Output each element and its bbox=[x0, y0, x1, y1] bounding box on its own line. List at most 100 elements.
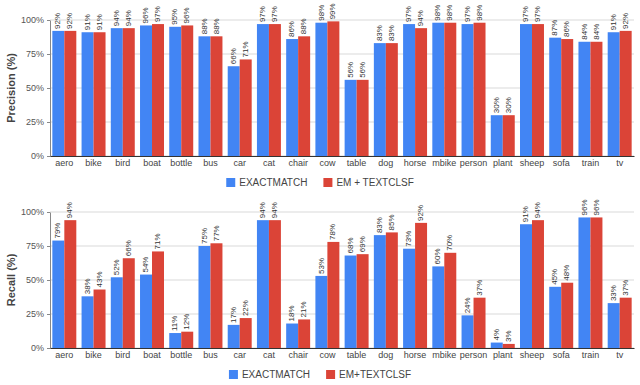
tick: mbike bbox=[432, 348, 456, 360]
bar bbox=[620, 298, 632, 348]
tick: train bbox=[582, 348, 600, 360]
tick-label: 100% bbox=[21, 15, 44, 25]
grid-line bbox=[50, 280, 634, 281]
data-label: 79% bbox=[53, 223, 62, 239]
data-label: 24% bbox=[463, 297, 472, 313]
tick-label: aero bbox=[55, 158, 73, 168]
bar bbox=[503, 115, 515, 156]
chart: 0%25%50%75%100%aerobikebirdboatbottlebus… bbox=[0, 0, 640, 192]
tick-label: 0% bbox=[31, 151, 44, 161]
data-label: 70% bbox=[445, 235, 454, 251]
bar bbox=[386, 232, 398, 348]
data-label: 88% bbox=[212, 18, 221, 34]
tick: bottle bbox=[170, 156, 192, 168]
bar bbox=[286, 324, 298, 348]
data-label: 96% bbox=[592, 199, 601, 215]
data-label: 94% bbox=[65, 202, 74, 218]
tick: chair bbox=[288, 156, 308, 168]
tick-label: sheep bbox=[520, 158, 545, 168]
data-label: 37% bbox=[475, 280, 484, 296]
tick: 25% bbox=[26, 117, 50, 127]
tick: cow bbox=[319, 156, 336, 168]
data-label: 91% bbox=[95, 14, 104, 30]
axis-line bbox=[51, 348, 635, 349]
tick: horse bbox=[404, 348, 427, 360]
tick: 100% bbox=[21, 207, 50, 217]
bar bbox=[491, 343, 503, 348]
data-label: 37% bbox=[621, 280, 630, 296]
tick: plant bbox=[493, 348, 513, 360]
bar bbox=[298, 319, 310, 348]
series bbox=[52, 217, 619, 348]
bar bbox=[520, 224, 532, 348]
grid-line bbox=[50, 54, 634, 55]
tick: bird bbox=[115, 348, 130, 360]
tick-label: 50% bbox=[26, 275, 44, 285]
bar bbox=[345, 80, 357, 156]
legend-label: EXACTMATCH bbox=[242, 369, 310, 380]
bar bbox=[327, 21, 339, 156]
legend-label: EM+TEXTCLSF bbox=[339, 369, 411, 380]
axis-title: Precision (%) bbox=[5, 53, 17, 123]
legend-item: EXACTMATCH bbox=[226, 177, 307, 188]
bar bbox=[403, 24, 415, 156]
tick-label: boat bbox=[143, 350, 161, 360]
data-label: 68% bbox=[346, 238, 355, 254]
data-label: 78% bbox=[328, 224, 337, 240]
bar bbox=[152, 24, 164, 156]
tick-label: train bbox=[582, 350, 600, 360]
data-label: 48% bbox=[562, 265, 571, 281]
bar bbox=[357, 254, 369, 348]
grid-line bbox=[50, 246, 634, 247]
tick: bus bbox=[203, 156, 218, 168]
tick: person bbox=[460, 156, 488, 168]
data-label: 85% bbox=[387, 214, 396, 230]
bar bbox=[123, 28, 135, 156]
tick: 50% bbox=[26, 83, 50, 93]
bar bbox=[111, 28, 123, 156]
data-label: 52% bbox=[112, 259, 121, 275]
bar bbox=[403, 249, 415, 348]
bar bbox=[257, 220, 269, 348]
tick: tv bbox=[616, 348, 624, 360]
bar bbox=[357, 80, 369, 156]
bar bbox=[578, 217, 590, 348]
bar bbox=[315, 276, 327, 348]
bar bbox=[474, 298, 486, 348]
tick: bike bbox=[85, 156, 102, 168]
tick-label: dog bbox=[378, 350, 393, 360]
data-label: 91% bbox=[521, 206, 530, 222]
tick: sofa bbox=[553, 348, 570, 360]
tick: 25% bbox=[26, 309, 50, 319]
tick: 50% bbox=[26, 275, 50, 285]
tick: 0% bbox=[31, 151, 50, 161]
tick-label: 0% bbox=[31, 343, 44, 353]
data-label: 97% bbox=[153, 6, 162, 22]
data-label: 12% bbox=[182, 314, 191, 330]
bar bbox=[608, 32, 620, 156]
tick-mark bbox=[47, 280, 50, 281]
tick: train bbox=[582, 156, 600, 168]
tick: aero bbox=[55, 156, 73, 168]
tick-label: 100% bbox=[21, 207, 44, 217]
data-label: 54% bbox=[141, 257, 150, 273]
tick-label: tv bbox=[616, 158, 624, 168]
tick-label: cow bbox=[319, 350, 336, 360]
bar bbox=[432, 23, 444, 156]
bar bbox=[94, 32, 106, 156]
tick-mark bbox=[47, 122, 50, 123]
tick: bottle bbox=[170, 348, 192, 360]
tick-mark bbox=[47, 20, 50, 21]
tick: dog bbox=[378, 348, 393, 360]
y-axis: 0%25%50%75%100% bbox=[21, 15, 51, 161]
data-label: 97% bbox=[521, 6, 530, 22]
chart-root: 0%25%50%75%100%aerobikebirdboatbottlebus… bbox=[0, 0, 640, 384]
tick: boat bbox=[143, 348, 161, 360]
bar bbox=[169, 27, 181, 156]
bar bbox=[123, 258, 135, 348]
axis-line bbox=[50, 213, 51, 349]
grid-line bbox=[50, 20, 634, 21]
tick: table bbox=[347, 348, 367, 360]
bar bbox=[608, 303, 620, 348]
data-label: 96% bbox=[182, 7, 191, 23]
